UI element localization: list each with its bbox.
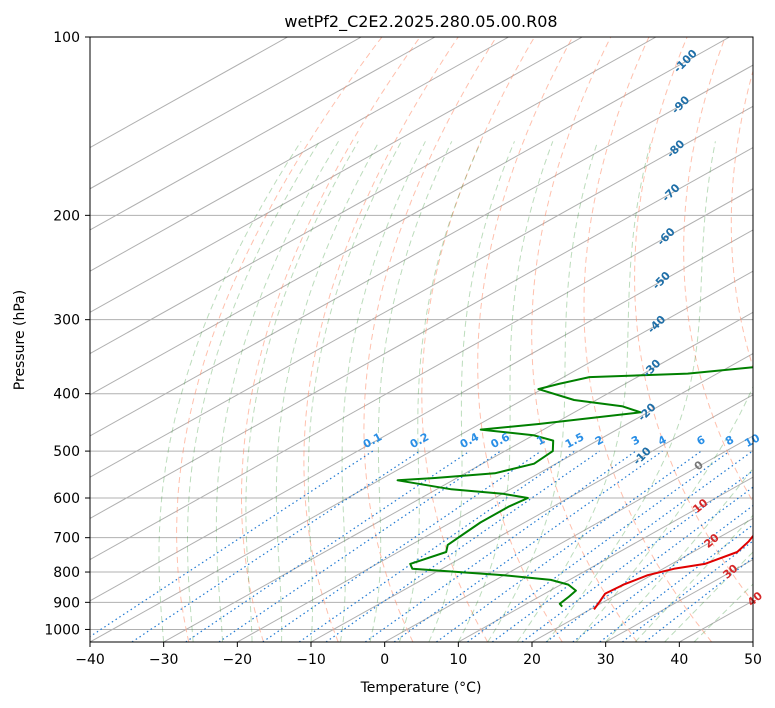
x-tick-label: 50	[744, 652, 762, 668]
x-tick-label: −10	[296, 652, 326, 668]
moist-adiabat-line	[187, 141, 320, 642]
isotherm-line	[90, 146, 753, 519]
y-axis-title: Pressure (hPa)	[12, 290, 28, 390]
plot-frame	[89, 36, 754, 643]
dry-adiabat-line	[176, 37, 383, 642]
dry-adiabat-line	[730, 69, 753, 369]
moist-adiabat-line	[275, 141, 380, 642]
moist-adiabat-line	[215, 141, 339, 642]
x-tick-label: 30	[597, 652, 615, 668]
contour-label: 10	[742, 431, 762, 450]
y-tick-label: 400	[53, 387, 80, 403]
dry-adiabat-line	[241, 37, 421, 642]
mixing-ratio-line	[325, 450, 600, 642]
dry-adiabat-line	[634, 37, 753, 603]
y-tick-label: 200	[53, 208, 80, 224]
dry-adiabat-line	[363, 37, 497, 642]
isotherm-line	[90, 37, 730, 396]
isotherm-line	[458, 476, 753, 642]
mixing-ratio-line	[185, 450, 471, 642]
mixing-ratio-line	[218, 450, 501, 642]
isotherm-line	[90, 37, 583, 313]
moist-adiabat-line	[546, 141, 716, 642]
x-tick-label: −40	[75, 652, 105, 668]
y-axis: 100 200 300 400 500 600 700 800 900 1000	[44, 30, 90, 638]
isotherm-line	[531, 517, 753, 642]
sounding-lines	[396, 366, 753, 610]
mixing-ratio-line	[644, 557, 753, 642]
isotherm-line	[90, 37, 362, 190]
x-tick-label: −30	[149, 652, 179, 668]
mixing-ratio-line	[131, 450, 421, 642]
x-tick-label: 0	[380, 652, 389, 668]
dewpoint-profile-line	[396, 366, 753, 608]
x-tick-label: −20	[223, 652, 253, 668]
moist-adiabat-line	[605, 467, 753, 642]
mixing-ratio-line	[298, 450, 576, 642]
y-tick-label: 600	[53, 491, 80, 507]
y-tick-label: 500	[53, 444, 80, 460]
isotherm-line	[90, 37, 509, 272]
moist-adiabat-line	[158, 141, 302, 642]
isotherm-line	[90, 188, 753, 561]
isotherm-line	[90, 37, 657, 355]
x-axis: −40 −30 −20 −10 0 10 20 30 40 50	[75, 642, 762, 668]
y-tick-label: 300	[53, 313, 80, 329]
dry-adiabat-line	[531, 37, 638, 642]
mixing-ratio-line	[262, 450, 542, 642]
isotherm-line	[90, 64, 753, 437]
chart-title: wetPf2_C2E2.2025.280.05.00.R08	[284, 12, 557, 32]
mixing-ratio-line	[521, 470, 753, 642]
y-tick-label: 100	[53, 30, 80, 46]
x-tick-label: 10	[449, 652, 467, 668]
dry-adiabat-line	[683, 37, 753, 503]
moist-adiabat-line	[634, 514, 753, 642]
dry-adiabat-line	[583, 37, 713, 642]
x-axis-title: Temperature (°C)	[360, 680, 482, 696]
y-tick-label: 1000	[44, 622, 80, 638]
x-tick-label: 20	[523, 652, 541, 668]
moist-adiabat-line	[245, 141, 359, 642]
mixing-ratio-line	[364, 450, 637, 642]
moist-adiabat-line	[487, 141, 599, 642]
x-tick-label: 40	[670, 652, 688, 668]
isotherm-line	[384, 435, 753, 642]
isotherm-line	[90, 37, 436, 231]
isotherm-line	[310, 394, 753, 642]
moist-adiabat-line	[428, 141, 515, 642]
isotherm-line	[90, 105, 753, 478]
isotherm-line	[90, 37, 288, 149]
moist-adiabat-line	[398, 141, 482, 642]
y-tick-label: 700	[53, 531, 80, 547]
isotherm-line	[237, 352, 753, 642]
y-tick-label: 900	[53, 595, 80, 611]
moist-adiabat-line	[664, 551, 753, 642]
isotherm-line	[90, 270, 753, 642]
moist-adiabat-line	[340, 141, 426, 642]
isotherm-line	[163, 311, 753, 642]
mixing-ratio-line	[491, 450, 753, 642]
isotherm-line	[90, 229, 753, 602]
y-tick-label: 800	[53, 565, 80, 581]
dry-adiabat-line	[303, 37, 459, 642]
temperature-profile-line	[593, 534, 753, 610]
moist-adiabat-line	[307, 141, 402, 642]
moist-adiabat-line	[369, 141, 453, 642]
dry-adiabat-line	[477, 37, 574, 642]
background-lines	[90, 37, 753, 642]
